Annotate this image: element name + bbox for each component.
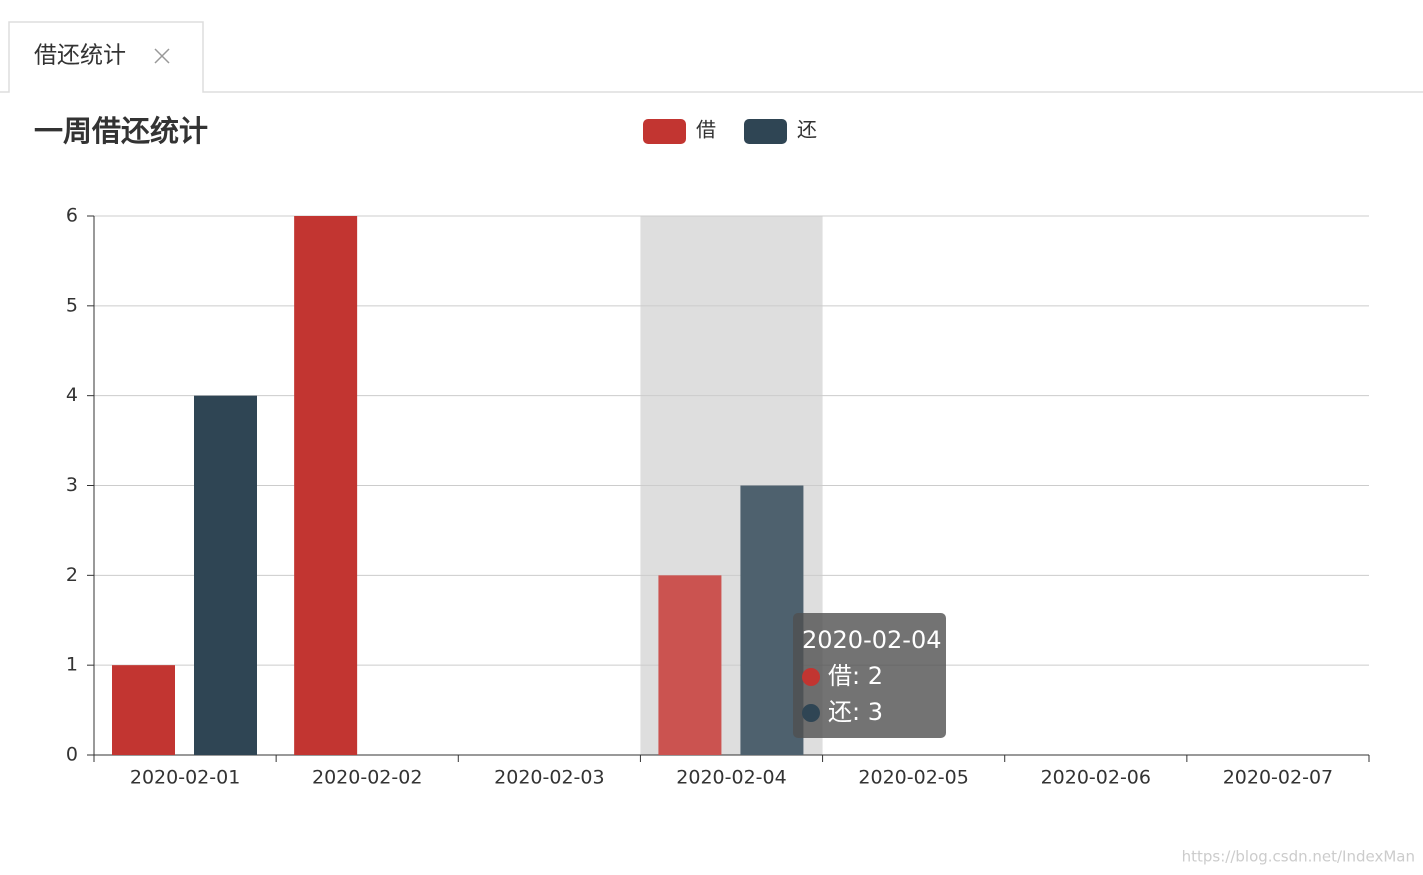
y-tick-label: 5 xyxy=(66,294,78,316)
chart-title: 一周借还统计 xyxy=(34,114,208,148)
legend-swatch[interactable] xyxy=(643,119,686,144)
tooltip-box xyxy=(793,613,946,738)
bar[interactable] xyxy=(194,395,257,755)
x-tick-label: 2020-02-07 xyxy=(1223,767,1333,789)
tooltip-dot xyxy=(802,704,820,722)
legend-label[interactable]: 借 xyxy=(696,118,716,142)
y-tick-label: 6 xyxy=(66,205,78,227)
tab-close[interactable] xyxy=(154,48,170,64)
tooltip-title: 2020-02-04 xyxy=(802,626,941,654)
x-tick-label: 2020-02-03 xyxy=(494,767,604,789)
x-tick-label: 2020-02-01 xyxy=(130,767,240,789)
tooltip-line: 借: 2 xyxy=(828,662,883,690)
x-tick-label: 2020-02-02 xyxy=(312,767,422,789)
x-tick-label: 2020-02-06 xyxy=(1041,767,1151,789)
legend-label[interactable]: 还 xyxy=(797,118,817,142)
bar[interactable] xyxy=(740,485,804,756)
y-tick-label: 1 xyxy=(66,654,78,676)
y-tick-label: 0 xyxy=(66,744,78,766)
y-tick-label: 2 xyxy=(66,564,78,586)
x-tick-label: 2020-02-05 xyxy=(858,767,968,789)
tooltip-line: 还: 3 xyxy=(828,698,883,726)
y-tick-label: 3 xyxy=(66,474,78,496)
tooltip-dot xyxy=(802,668,820,686)
x-tick-label: 2020-02-04 xyxy=(676,767,786,789)
watermark: https://blog.csdn.net/IndexMan xyxy=(1182,848,1415,866)
y-tick-label: 4 xyxy=(66,384,78,406)
tab-label[interactable]: 借还统计 xyxy=(34,43,126,69)
legend-swatch[interactable] xyxy=(744,119,787,144)
bar[interactable] xyxy=(658,575,722,755)
tab-bar xyxy=(0,21,1423,93)
bar[interactable] xyxy=(294,216,358,755)
bar[interactable] xyxy=(112,665,175,755)
